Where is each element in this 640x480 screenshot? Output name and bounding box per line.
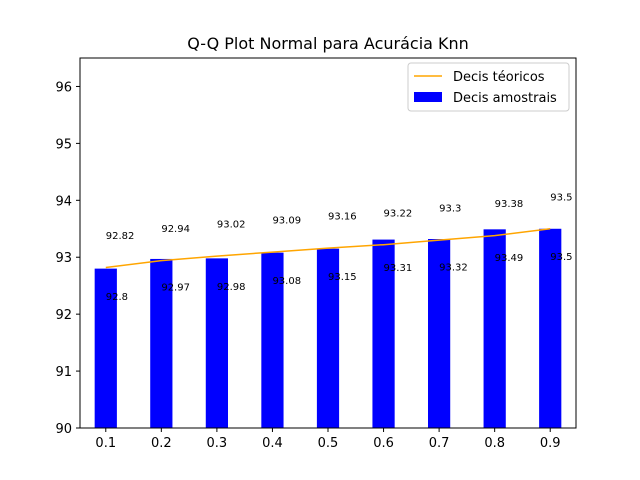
y-axis: 90 91 92 93 94 95 96	[55, 80, 80, 437]
theoretical-label-0.9: 93.5	[550, 192, 572, 203]
bar-0.8	[483, 229, 506, 428]
chart-title: Q-Q Plot Normal para Acurácia Knn	[187, 34, 469, 53]
bar-0.3	[205, 258, 228, 428]
bar-0.4	[261, 252, 284, 428]
sample-label-0.2: 92.97	[161, 282, 190, 293]
legend-line-label: Decis téoricos	[453, 70, 545, 85]
y-tick-label: 96	[55, 80, 72, 95]
legend-box	[407, 62, 570, 112]
y-tick-label: 91	[55, 365, 72, 380]
sample-label-0.4: 93.08	[272, 276, 301, 287]
bar-0.1	[94, 268, 117, 428]
y-tick-label: 92	[55, 308, 72, 323]
theoretical-label-0.6: 93.22	[384, 208, 413, 219]
y-tick-label: 95	[55, 137, 72, 152]
sample-label-0.3: 92.98	[217, 282, 246, 293]
x-tick-label: 0.9	[540, 436, 561, 451]
sample-label-0.7: 93.32	[439, 262, 468, 273]
x-tick-label: 0.7	[429, 436, 450, 451]
line-layer	[105, 228, 551, 269]
theoretical-label-0.2: 92.94	[161, 224, 190, 235]
x-tick-label: 0.5	[318, 436, 339, 451]
legend: Decis téoricos Decis amostrais	[407, 62, 570, 112]
bars-layer	[94, 228, 562, 428]
x-tick-label: 0.2	[151, 436, 172, 451]
theoretical-label-0.5: 93.16	[328, 212, 357, 223]
theoretical-label-0.8: 93.38	[495, 199, 524, 210]
y-tick-label: 90	[55, 422, 72, 437]
x-tick-label: 0.1	[95, 436, 116, 451]
theoretical-label-0.3: 93.02	[217, 220, 246, 231]
bar-0.2	[150, 258, 173, 428]
theoretical-deciles-line	[105, 228, 551, 269]
data-labels-layer: 92.82 92.8 92.94 92.97 93.02 92.98 93.09 93.08 9…	[106, 192, 573, 303]
x-tick-label: 0.6	[373, 436, 394, 451]
theoretical-label-0.7: 93.3	[439, 204, 461, 215]
y-tick-label: 93	[55, 251, 72, 266]
sample-label-0.1: 92.8	[106, 292, 128, 303]
x-tick-label: 0.8	[484, 436, 505, 451]
sample-label-0.8: 93.49	[495, 253, 524, 264]
sample-label-0.5: 93.15	[328, 272, 357, 283]
x-tick-label: 0.3	[207, 436, 228, 451]
theoretical-label-0.4: 93.09	[272, 216, 301, 227]
legend-bar-label: Decis amostrais	[453, 91, 557, 106]
sample-label-0.9: 93.5	[550, 252, 572, 263]
sample-label-0.6: 93.31	[384, 263, 413, 274]
bar-0.9	[539, 228, 562, 428]
bar-0.5	[316, 248, 340, 428]
legend-bar-swatch	[414, 92, 442, 102]
y-tick-label: 94	[55, 194, 72, 209]
theoretical-label-0.1: 92.82	[106, 231, 135, 242]
bar-0.6	[372, 239, 395, 428]
x-tick-label: 0.4	[262, 436, 283, 451]
x-axis: 0.1 0.2 0.3 0.4 0.5 0.6 0.7 0.8 0.9	[95, 428, 561, 451]
bar-0.7	[428, 239, 451, 428]
